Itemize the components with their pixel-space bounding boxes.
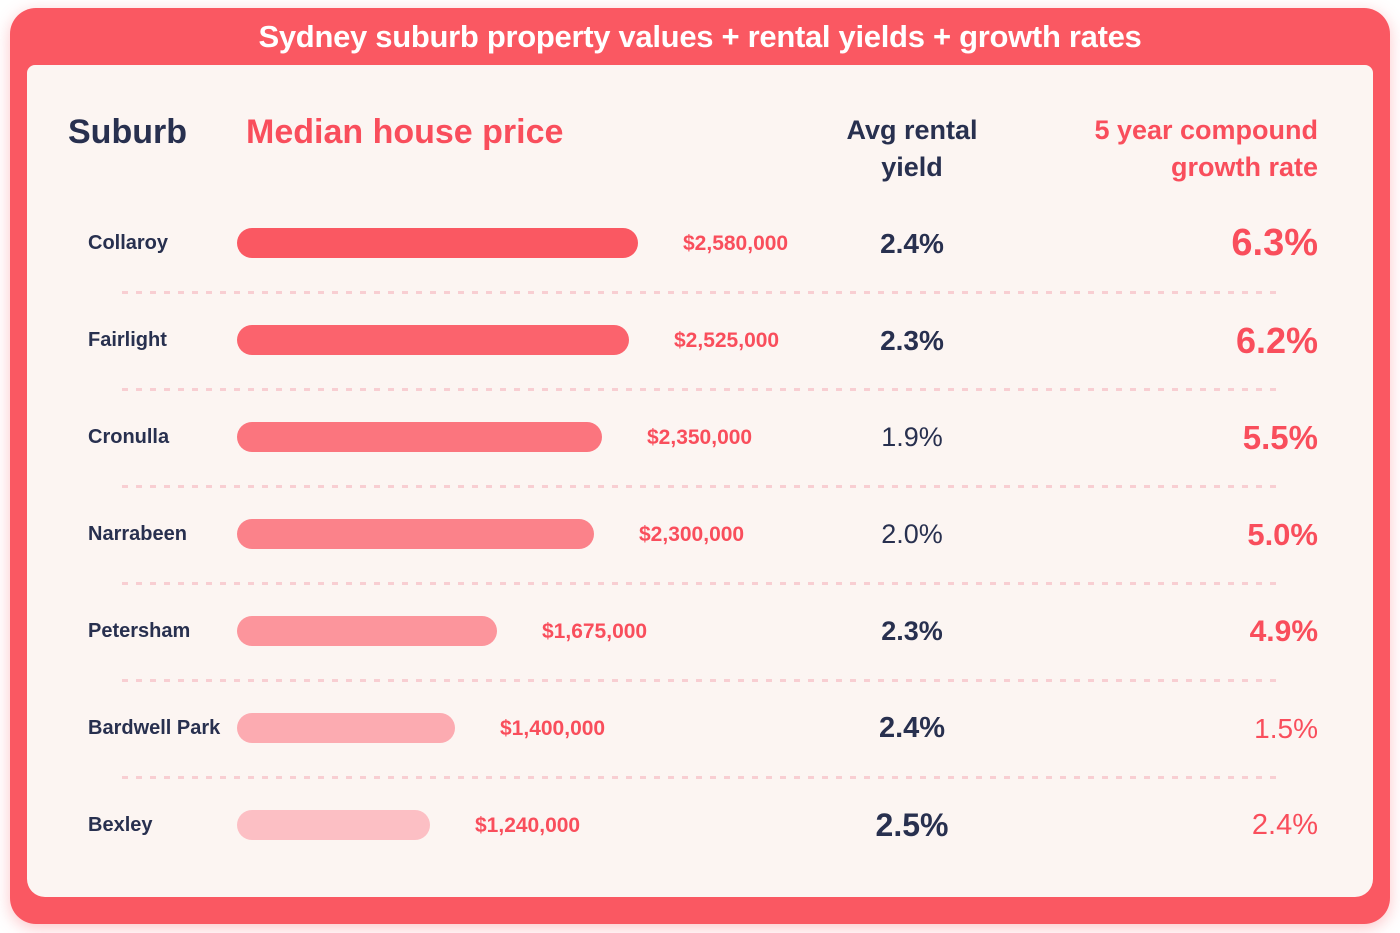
growth-rate-value: 5.5% bbox=[1242, 418, 1318, 456]
column-header-median-price: Median house price bbox=[246, 113, 564, 151]
price-bar bbox=[237, 616, 497, 646]
rental-yield-value: 2.3% bbox=[880, 324, 944, 356]
suburb-label: Narrabeen bbox=[88, 523, 187, 545]
price-bar bbox=[237, 325, 629, 355]
table-row: Bardwell Park $1,400,000 2.4% 1.5% bbox=[0, 679, 1400, 777]
suburb-label: Cronulla bbox=[88, 426, 170, 448]
growth-rate-value: 4.9% bbox=[1249, 614, 1318, 648]
suburb-label: Petersham bbox=[88, 620, 191, 642]
table-row: Fairlight $2,525,000 2.3% 6.2% bbox=[0, 291, 1400, 389]
chart-card: Sydney suburb property values + rental y… bbox=[10, 8, 1390, 924]
rental-yield-header-line1: Avg rental bbox=[846, 115, 978, 145]
growth-rate-value: 2.4% bbox=[1251, 809, 1318, 841]
table-row: Narrabeen $2,300,000 2.0% 5.0% bbox=[0, 485, 1400, 583]
price-value-label: $2,525,000 bbox=[674, 328, 780, 352]
growth-rate-header-line1: 5 year compound bbox=[1094, 115, 1318, 145]
price-value-label: $1,240,000 bbox=[475, 813, 581, 837]
price-bar bbox=[237, 519, 594, 549]
chart-title: Sydney suburb property values + rental y… bbox=[258, 18, 1142, 54]
table-row: Bexley $1,240,000 2.5% 2.4% bbox=[0, 776, 1400, 874]
row-separator bbox=[122, 679, 1284, 682]
price-value-label: $1,400,000 bbox=[500, 716, 606, 740]
price-bar bbox=[237, 713, 455, 743]
price-bar bbox=[237, 422, 602, 452]
growth-rate-value: 5.0% bbox=[1247, 516, 1318, 552]
row-separator bbox=[122, 485, 1284, 488]
growth-rate-value: 1.5% bbox=[1254, 712, 1318, 744]
table-row: Petersham $1,675,000 2.3% 4.9% bbox=[0, 582, 1400, 680]
column-header-suburb: Suburb bbox=[68, 113, 187, 151]
rental-yield-value: 2.0% bbox=[881, 519, 943, 549]
title-bar: Sydney suburb property values + rental y… bbox=[10, 8, 1390, 65]
rental-yield-value: 2.5% bbox=[875, 807, 949, 843]
row-separator bbox=[122, 776, 1284, 779]
rental-yield-value: 1.9% bbox=[881, 422, 943, 452]
suburb-label: Fairlight bbox=[88, 329, 167, 351]
price-value-label: $1,675,000 bbox=[542, 619, 648, 643]
rental-yield-value: 2.4% bbox=[880, 227, 944, 259]
growth-rate-value: 6.3% bbox=[1231, 222, 1318, 264]
column-header-rental-yield: Avg rental yield bbox=[832, 112, 992, 186]
row-separator bbox=[122, 388, 1284, 391]
rental-yield-value: 2.4% bbox=[878, 712, 946, 744]
row-separator bbox=[122, 582, 1284, 585]
suburb-label: Bexley bbox=[88, 814, 153, 836]
growth-rate-value: 6.2% bbox=[1235, 319, 1318, 361]
suburb-label: Collaroy bbox=[88, 232, 169, 254]
suburb-label: Bardwell Park bbox=[88, 717, 221, 739]
rows: Collaroy $2,580,000 2.4% 6.3% Fairlight $2,52… bbox=[0, 195, 1400, 874]
table-row: Cronulla $2,350,000 1.9% 5.5% bbox=[0, 388, 1400, 486]
growth-rate-header-line2: growth rate bbox=[1170, 152, 1318, 182]
column-header-growth-rate: 5 year compound growth rate bbox=[1018, 112, 1318, 186]
rental-yield-value: 2.3% bbox=[881, 616, 943, 646]
price-value-label: $2,580,000 bbox=[683, 231, 789, 255]
price-bar bbox=[237, 228, 638, 258]
row-separator bbox=[122, 291, 1284, 294]
content-area bbox=[27, 65, 1373, 897]
table-row: Collaroy $2,580,000 2.4% 6.3% bbox=[0, 195, 1400, 292]
price-bar bbox=[237, 810, 430, 840]
price-value-label: $2,300,000 bbox=[639, 522, 745, 546]
price-value-label: $2,350,000 bbox=[647, 425, 753, 449]
rental-yield-header-line2: yield bbox=[881, 152, 943, 182]
